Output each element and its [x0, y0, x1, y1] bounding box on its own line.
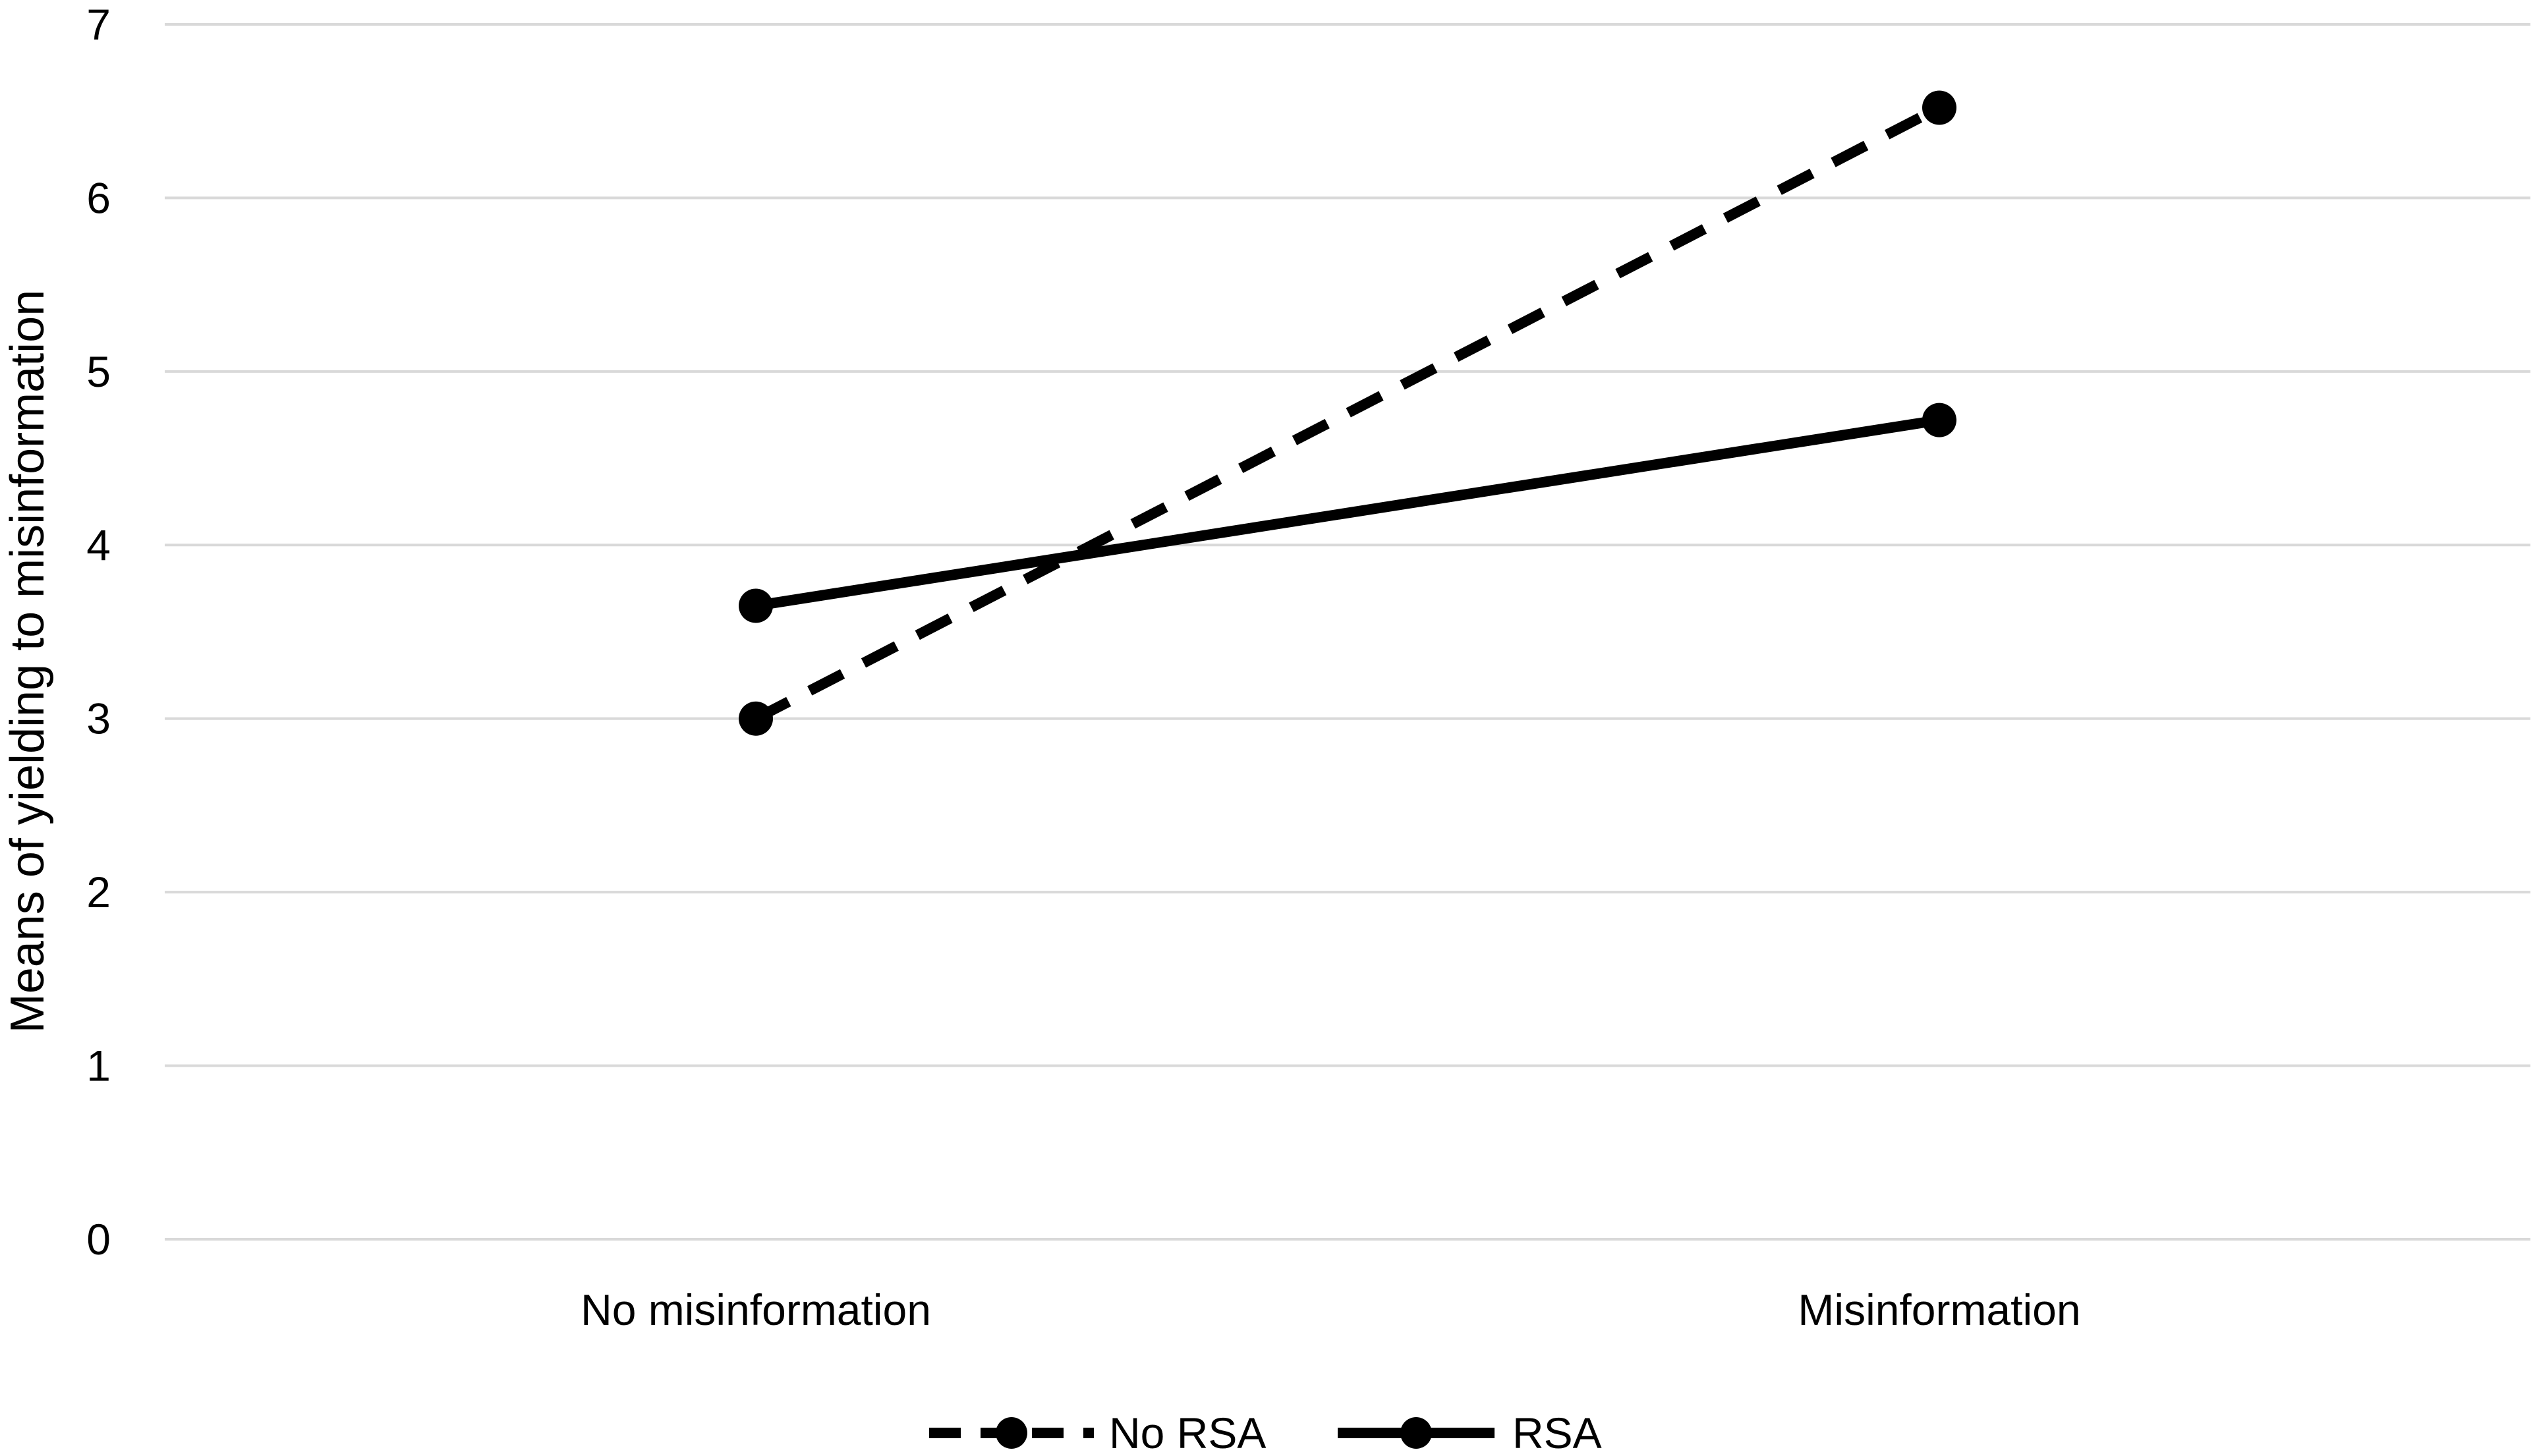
- series-no-rsa: [739, 90, 1956, 736]
- series: [739, 90, 1956, 736]
- y-axis-title: Means of yielding to misinformation: [1, 290, 54, 1034]
- x-axis-tick-labels: No misinformation Misinformation: [581, 1285, 2080, 1334]
- y-axis-tick-labels: 0 1 2 3 4 5 6 7: [86, 0, 111, 1264]
- y-tick-label-5: 5: [86, 347, 111, 396]
- y-tick-label-7: 7: [86, 0, 111, 49]
- series-rsa: [739, 403, 1956, 623]
- y-tick-label-2: 2: [86, 868, 111, 916]
- legend-label-1: RSA: [1512, 1409, 1602, 1456]
- legend-marker-0: [996, 1417, 1027, 1449]
- legend-marker-1: [1400, 1417, 1432, 1449]
- legend-label-0: No RSA: [1109, 1409, 1266, 1456]
- legend: No RSA RSA: [929, 1409, 1602, 1456]
- y-tick-label-6: 6: [86, 173, 111, 222]
- y-tick-label-0: 0: [86, 1215, 111, 1264]
- y-tick-label-4: 4: [86, 520, 111, 569]
- series-line-0: [753, 103, 1942, 723]
- x-tick-label-0: No misinformation: [581, 1285, 931, 1334]
- legend-item-no-rsa: No RSA: [929, 1409, 1266, 1456]
- legend-item-rsa: RSA: [1338, 1409, 1602, 1456]
- series-1-point-0: [739, 588, 773, 623]
- series-0-point-1: [1922, 90, 1956, 125]
- series-0-point-0: [739, 701, 773, 736]
- series-line-1: [755, 414, 1941, 611]
- gridlines: [165, 23, 2530, 1241]
- x-tick-label-1: Misinformation: [1798, 1285, 2080, 1334]
- y-tick-label-3: 3: [86, 694, 111, 743]
- series-1-point-1: [1922, 403, 1956, 437]
- y-tick-label-1: 1: [86, 1042, 111, 1090]
